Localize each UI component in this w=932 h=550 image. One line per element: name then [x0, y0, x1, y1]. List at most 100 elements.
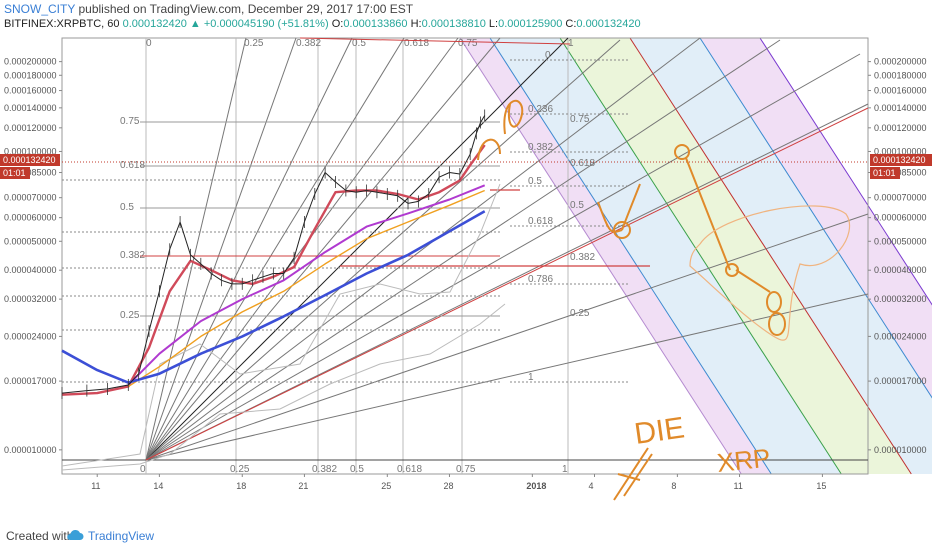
chart-series: [61, 109, 506, 471]
y-axis-right[interactable]: 0.000200000 0.000180000 0.000160000 0.00014…: [868, 57, 927, 455]
fan-line-9: [145, 39, 781, 461]
countdown-tag-text-0: 01:01: [3, 168, 26, 178]
price-tag-text-0: 0.000132420: [3, 155, 56, 165]
x-tick-label-6: 2018: [526, 481, 546, 491]
fan-line-5: [145, 37, 501, 461]
x-tick-label-9: 11: [734, 481, 743, 491]
annot-eight-top: [766, 291, 782, 313]
fan-line-11: [145, 103, 869, 461]
publish-line: SNOW_CITY published on TradingView.com, …: [4, 2, 413, 16]
timezone-bottom-label-4: 0.618: [397, 464, 422, 475]
annot-word-xrp: XRP: [715, 443, 771, 478]
band-lower: [61, 303, 506, 471]
ohlc-line: BITFINEX:XRPBTC, 60 0.000132420 ▲ +0.000…: [4, 18, 641, 30]
y-tick-label-left-6: 0.000085000: [4, 168, 57, 178]
author-link[interactable]: SNOW_CITY: [4, 2, 76, 16]
y-tick-label-left-2: 0.000160000: [4, 86, 57, 96]
ma-line-ma-fast: [61, 144, 486, 396]
x-tick-label-10: 15: [816, 481, 826, 491]
annot-circle-1: [613, 221, 631, 239]
timezone-bottom-label-3: 0.5: [350, 464, 364, 475]
timezone-bottom-label-0: 0: [140, 464, 146, 475]
y-tick-label-right-0: 0.000200000: [874, 57, 927, 67]
x-tick-label-7: 4: [588, 481, 593, 491]
fan-red-line: [145, 107, 869, 461]
fan-line-10: [145, 53, 861, 461]
x-axis[interactable]: 11 14 18 21 25 28 2018 4 8 11 15: [91, 474, 826, 491]
fib-left-label-0: 0.75: [120, 116, 140, 127]
fib-right-label-1: 0.236: [528, 104, 553, 115]
published-text: published on TradingView.com, December 2…: [78, 2, 414, 16]
x-tick-label-1: 14: [153, 481, 163, 491]
y-tick-label-left-4: 0.000120000: [4, 123, 57, 133]
fib-channel-label-1: 0.618: [570, 158, 595, 169]
y-tick-label-right-1: 0.000180000: [874, 70, 927, 80]
hand-annotations: DIE XRP: [477, 99, 851, 501]
tradingview-cloud-icon: [66, 529, 84, 544]
timezone-top-label-5: 0.75: [458, 38, 478, 49]
fan-line-4: [145, 37, 459, 461]
x-tick-label-8: 8: [671, 481, 676, 491]
chart-header: SNOW_CITY published on TradingView.com, …: [0, 0, 932, 34]
countdown-tag-text-1: 01:01: [873, 168, 896, 178]
price-tag-bg-0: [0, 154, 60, 166]
timezone-bottom-label-5: 0.75: [456, 464, 476, 475]
annot-word-die: DIE: [632, 411, 686, 451]
channel-band-2: [560, 38, 912, 474]
annot-rocket: [613, 447, 653, 501]
fan-line-12: [145, 213, 869, 461]
timezone-top-label-3: 0.5: [352, 38, 366, 49]
symbol-label: BITFINEX:XRPBTC, 60: [4, 18, 120, 30]
channel-line-1: [489, 37, 772, 475]
timezone-bottom-label-1: 0.25: [230, 464, 250, 475]
open-label: O:: [331, 18, 344, 30]
channel-band-0: [460, 38, 772, 474]
tradingview-link[interactable]: TradingView: [88, 529, 155, 543]
y-tick-label-left-0: 0.000200000: [4, 57, 57, 67]
timezone-bottom-label-6: 1: [562, 464, 568, 475]
y-tick-label-left-7: 0.000070000: [4, 193, 57, 203]
fan-line-2: [145, 37, 353, 461]
fib-channel-label-2: 0.5: [570, 200, 584, 211]
y-tick-label-right-3: 0.000140000: [874, 103, 927, 113]
fib-left-label-4: 0.25: [120, 310, 140, 321]
price-chart[interactable]: 0 0.25 0.382 0.5 0.618 0.75 1 0 0.25 0.382 0.5 0.61…: [0, 34, 932, 520]
y-tick-label-left-8: 0.000060000: [4, 213, 57, 223]
y-axis-left[interactable]: 0.000200000 0.000180000 0.000160000 0.00014…: [4, 57, 62, 455]
y-tick-label-left-5: 0.000100000: [4, 146, 57, 156]
channel-band-3: [630, 38, 932, 474]
timezone-top-label-1: 0.25: [244, 38, 264, 49]
fan-line-0: [145, 37, 247, 461]
x-tick-label-0: 11: [91, 481, 100, 491]
y-tick-label-left-10: 0.000040000: [4, 265, 57, 275]
fib-channels: [459, 37, 932, 475]
low-value: 0.000125900: [498, 18, 563, 30]
x-tick-label-4: 25: [381, 481, 391, 491]
y-tick-label-right-2: 0.000160000: [874, 86, 927, 96]
high-label: H:: [410, 18, 422, 30]
y-tick-label-right-14: 0.000010000: [874, 445, 927, 455]
annot-check: [597, 183, 641, 233]
created-with-text: Created with: [6, 529, 74, 543]
x-tick-label-3: 21: [298, 481, 308, 491]
timezone-top-label-6: 1: [568, 38, 574, 49]
y-tick-label-right-5: 0.000100000: [874, 146, 927, 156]
annot-eight-bottom: [768, 312, 786, 336]
price-tag-bg-1: [870, 154, 932, 166]
ma-line-ma-slow: [61, 210, 486, 384]
up-arrow-icon: ▲: [189, 18, 201, 30]
fib-right-label-4: 0.618: [528, 216, 553, 227]
x-tick-label-5: 28: [443, 481, 453, 491]
open-value: 0.000133860: [343, 18, 408, 30]
annot-arc: [477, 138, 501, 161]
fib-red-label: 0.382: [570, 252, 595, 263]
price-line: [61, 115, 486, 394]
annot-loop: [503, 99, 524, 135]
channel-line-3: [629, 37, 912, 475]
band-upper: [61, 183, 501, 467]
y-tick-label-right-9: 0.000050000: [874, 236, 927, 246]
footer: Created with TradingView: [0, 520, 932, 550]
y-tick-label-right-4: 0.000120000: [874, 123, 927, 133]
change-value: +0.000045190 (+51.81%): [203, 18, 329, 30]
fan-line-8: [145, 37, 701, 461]
